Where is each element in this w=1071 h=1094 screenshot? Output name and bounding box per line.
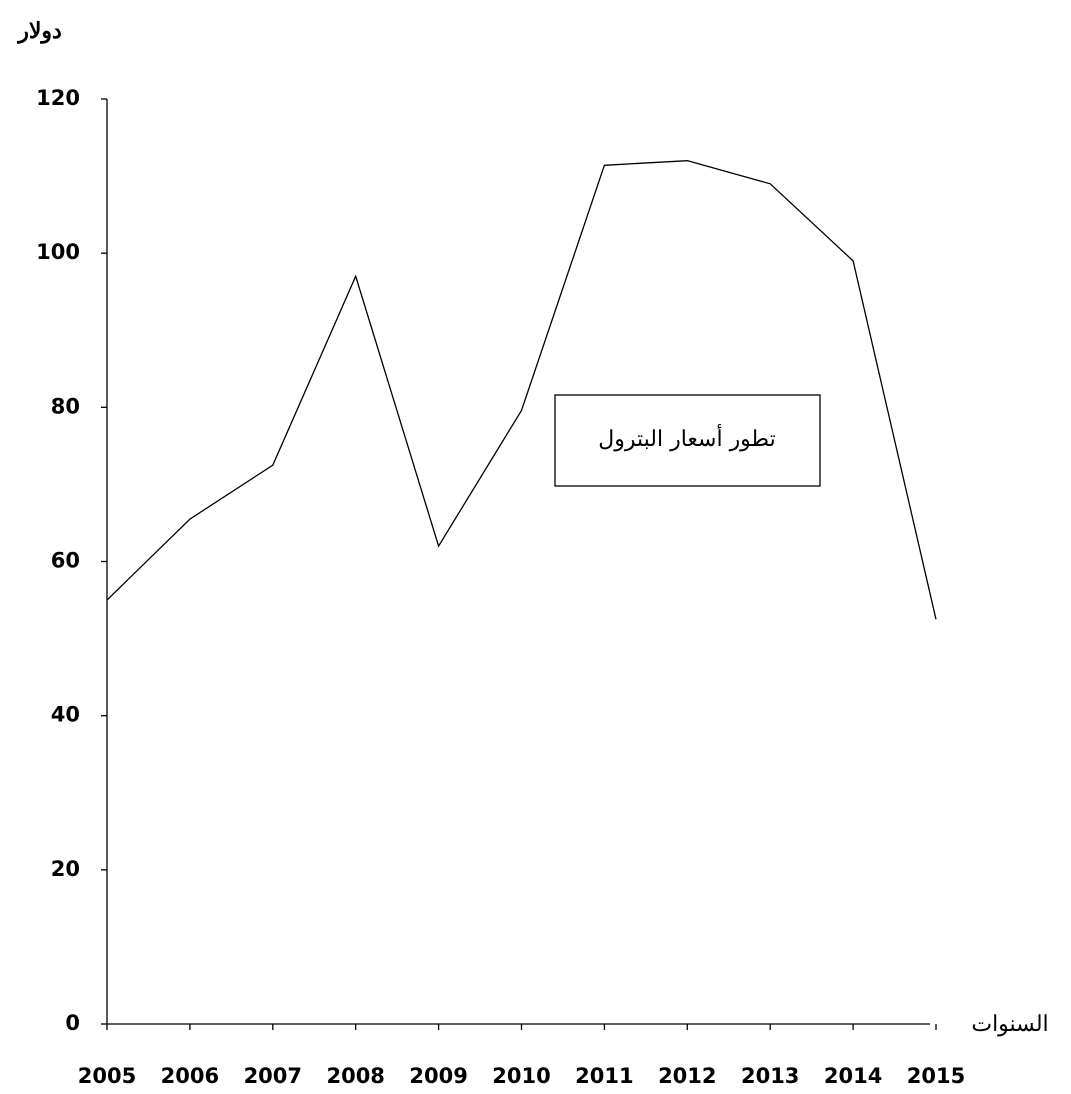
- x-tick-label: 2013: [741, 1064, 799, 1088]
- y-tick-label: 0: [65, 1011, 80, 1035]
- y-tick-label: 60: [51, 549, 80, 573]
- annotation: تطور أسعار البترول: [598, 423, 775, 452]
- x-tick-label: 2008: [326, 1064, 384, 1088]
- y-tick-label: 40: [51, 703, 80, 727]
- x-tick-label: 2009: [409, 1064, 467, 1088]
- x-tick-label: 2012: [658, 1064, 716, 1088]
- price-line: [106, 160, 937, 620]
- y-tick-label: 20: [51, 857, 80, 881]
- y-tick-label: 80: [51, 394, 80, 418]
- x-tick-label: 2010: [492, 1064, 550, 1088]
- y-tick-label: 100: [36, 240, 80, 264]
- x-axis-label: السنوات: [971, 1012, 1048, 1037]
- x-tick-label: 2011: [575, 1064, 633, 1088]
- x-tick-label: 2006: [161, 1064, 219, 1088]
- y-tick-label: 120: [36, 86, 80, 110]
- x-tick-label: 2014: [824, 1064, 882, 1088]
- x-tick-label: 2015: [907, 1064, 965, 1088]
- y-axis-label: دولار: [16, 18, 62, 44]
- annotation-box: [554, 394, 821, 487]
- x-tick-label: 2005: [78, 1064, 136, 1088]
- x-tick-label: 2007: [244, 1064, 302, 1088]
